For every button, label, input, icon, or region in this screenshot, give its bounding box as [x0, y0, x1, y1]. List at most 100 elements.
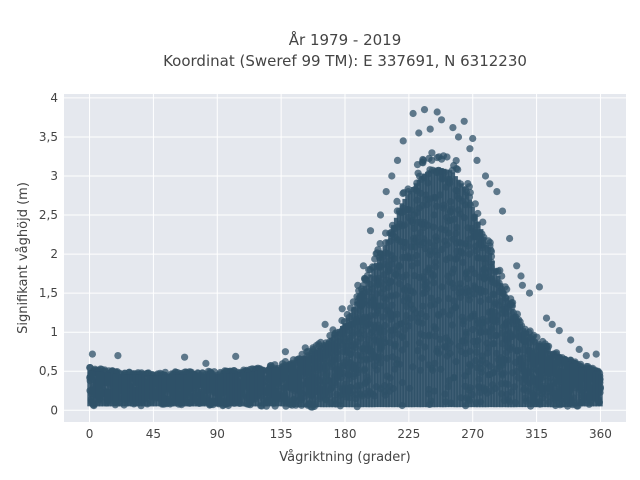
data-point-band [107, 372, 112, 407]
data-point-band [533, 339, 538, 408]
data-point-band [237, 372, 243, 407]
data-point [428, 149, 436, 157]
data-point [338, 316, 346, 325]
data-point-outlier [388, 172, 396, 180]
data-point-band [547, 351, 552, 408]
data-point-band [473, 214, 478, 408]
data-point-outlier [393, 156, 402, 164]
data-point-band [470, 206, 475, 408]
data-point-band [490, 261, 495, 408]
y-tick-label: 3 [50, 169, 58, 183]
data-point-band [317, 347, 322, 408]
x-tick-label: 225 [397, 427, 420, 441]
data-point-band [95, 371, 101, 407]
data-point-band [234, 373, 240, 407]
data-point-band [189, 374, 194, 407]
data-point-band [487, 253, 492, 408]
data-point-band [385, 239, 390, 408]
data-point [419, 159, 427, 167]
data-point-outlier [202, 359, 210, 367]
data-point-band [589, 370, 595, 407]
data-point-band [592, 371, 597, 407]
data-point-band [93, 371, 98, 407]
data-point-band [430, 169, 436, 408]
data-point-band [161, 375, 166, 407]
data-point-band [215, 374, 220, 407]
data-point-band [246, 372, 251, 407]
data-point-band [158, 375, 163, 407]
data-point-outlier [449, 124, 457, 132]
y-tick-label: 2 [50, 247, 58, 261]
data-point [222, 367, 230, 375]
data-point-band [220, 373, 226, 407]
data-point-band [374, 262, 379, 408]
data-point-band [544, 348, 549, 408]
data-point-band [164, 374, 169, 407]
data-point-outlier [535, 283, 544, 291]
data-point-band [325, 340, 331, 408]
data-point-band [166, 374, 172, 407]
data-point-outlier [506, 234, 514, 243]
data-point-band [422, 173, 427, 408]
data-point-band [90, 370, 95, 407]
data-point-band [271, 367, 277, 407]
data-point-band [351, 307, 356, 408]
data-point-band [186, 374, 192, 407]
data-point [400, 189, 408, 197]
data-point-band [399, 203, 404, 408]
data-point-band [305, 354, 311, 408]
data-point-band [578, 367, 583, 407]
data-point-band [132, 374, 138, 407]
data-point-band [294, 360, 299, 407]
data-point-band [379, 251, 385, 408]
data-point-band [584, 368, 589, 407]
data-point-band [348, 312, 353, 408]
data-point-band [147, 375, 152, 407]
data-point-band [322, 343, 328, 408]
data-point-band [575, 366, 580, 407]
data-point-band [124, 374, 129, 407]
data-point-outlier [181, 353, 189, 361]
data-point-band [87, 370, 92, 407]
data-point-outlier [415, 129, 423, 137]
data-point-band [263, 369, 268, 407]
data-point-outlier [548, 320, 556, 328]
data-point-outlier [525, 289, 534, 297]
data-point-band [288, 362, 294, 407]
data-point-band [393, 217, 399, 408]
data-point-band [558, 357, 563, 408]
data-point-band [169, 374, 175, 407]
data-point-band [524, 331, 529, 408]
data-point-band [328, 337, 333, 408]
data-point-band [252, 371, 257, 407]
data-point-band [300, 358, 305, 408]
x-tick-label: 135 [270, 427, 293, 441]
data-point-band [484, 245, 490, 408]
x-tick-label: 180 [334, 427, 357, 441]
data-point-band [320, 345, 325, 408]
data-point-band [110, 373, 115, 407]
x-tick-label: 45 [146, 427, 161, 441]
data-point-band [428, 170, 433, 408]
data-point-outlier [338, 305, 346, 313]
data-point-band [564, 360, 569, 408]
data-point-band [243, 372, 248, 407]
data-point-band [405, 194, 410, 408]
data-point-band [498, 283, 504, 408]
data-point-band [552, 354, 558, 408]
data-point-outlier [420, 106, 429, 114]
data-point-outlier [567, 336, 575, 344]
data-point-band [277, 366, 282, 407]
data-point-outlier [454, 133, 463, 141]
data-point-outlier [493, 188, 501, 196]
data-point-outlier [433, 108, 441, 116]
data-point-band [334, 331, 339, 408]
data-point-band [141, 375, 146, 407]
data-point-band [515, 319, 521, 408]
data-point-band [286, 363, 291, 407]
data-point [382, 229, 390, 237]
data-point-band [581, 367, 586, 407]
data-point [425, 154, 433, 162]
data-point-band [462, 187, 467, 408]
data-point-band [382, 245, 387, 408]
